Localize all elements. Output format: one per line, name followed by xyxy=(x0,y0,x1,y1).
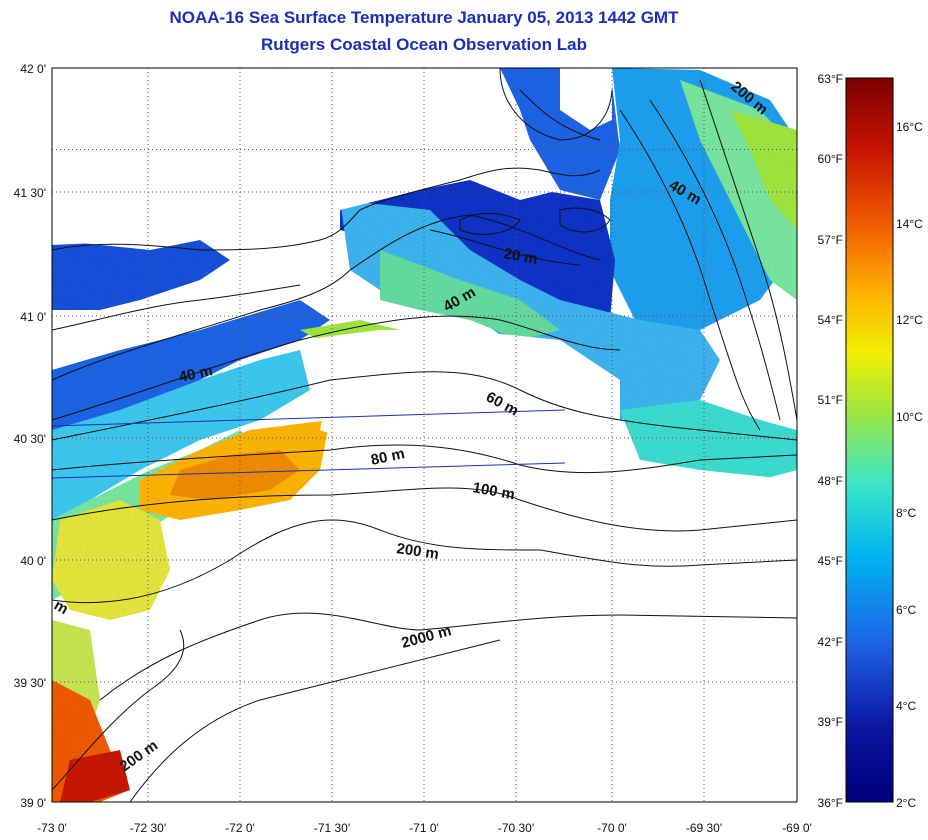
lat-label-40-30: 40 30' xyxy=(14,432,46,446)
cbar-f-57: 57°F xyxy=(818,233,843,247)
lon-label-71-30: -71 30' xyxy=(314,821,350,835)
colorbar-celsius-labels: 16°C 14°C 12°C 10°C 8°C 6°C 4°C 2°C xyxy=(896,120,923,810)
colorbar xyxy=(845,77,894,803)
contour-label-80m: 80 m xyxy=(369,445,406,469)
contour-label-200m-a: 200 m xyxy=(395,540,439,563)
cbar-f-54: 54°F xyxy=(818,313,843,327)
lon-label-69-30: -69 30' xyxy=(686,821,722,835)
latitude-axis: 42 0' 41 30' 41 0' 40 30' 40 0' 39 30' 3… xyxy=(14,62,46,810)
cbar-c-8: 8°C xyxy=(896,506,916,520)
lat-label-39: 39 0' xyxy=(20,796,46,810)
lon-label-72: -72 0' xyxy=(225,821,255,835)
contour-label-40m-b: 40 m xyxy=(177,362,214,386)
cbar-f-48: 48°F xyxy=(818,474,843,488)
cbar-f-39: 39°F xyxy=(818,715,843,729)
cbar-f-51: 51°F xyxy=(818,393,843,407)
plot-border xyxy=(51,67,798,803)
cbar-c-6: 6°C xyxy=(896,603,916,617)
lon-label-72-30: -72 30' xyxy=(130,821,166,835)
lon-label-73: -73 0' xyxy=(37,821,67,835)
no-data-mask xyxy=(52,68,797,802)
cbar-f-36: 36°F xyxy=(818,796,843,810)
lon-label-69: -69 0' xyxy=(782,821,812,835)
cbar-c-10: 10°C xyxy=(896,410,923,424)
lat-label-41-30: 41 30' xyxy=(14,186,46,200)
cbar-c-16: 16°C xyxy=(896,120,923,134)
transect-lines xyxy=(51,409,566,479)
cbar-c-12: 12°C xyxy=(896,313,923,327)
bathymetry-contours xyxy=(52,68,797,802)
lat-label-41: 41 0' xyxy=(20,310,46,324)
lon-label-70-30: -70 30' xyxy=(498,821,534,835)
contour-label-20m: 20 m xyxy=(502,245,539,268)
cbar-c-14: 14°C xyxy=(896,217,923,231)
lon-label-70: -70 0' xyxy=(597,821,627,835)
map-subtitle: Rutgers Coastal Ocean Observation Lab xyxy=(261,35,587,54)
lon-label-71: -71 0' xyxy=(409,821,439,835)
cbar-f-60: 60°F xyxy=(818,152,843,166)
map-title: NOAA-16 Sea Surface Temperature January … xyxy=(169,8,679,27)
cbar-c-2: 2°C xyxy=(896,796,916,810)
cbar-c-4: 4°C xyxy=(896,699,916,713)
lat-label-39-30: 39 30' xyxy=(14,676,46,690)
longitude-axis: -73 0' -72 30' -72 0' -71 30' -71 0' -70… xyxy=(37,821,812,835)
cbar-f-45: 45°F xyxy=(818,554,843,568)
cbar-f-42: 42°F xyxy=(818,635,843,649)
lat-label-42: 42 0' xyxy=(20,62,46,76)
cbar-f-63: 63°F xyxy=(818,72,843,86)
lat-label-40: 40 0' xyxy=(20,554,46,568)
graticule xyxy=(52,68,797,802)
colorbar-fahrenheit-labels: 63°F 60°F 57°F 54°F 51°F 48°F 45°F 42°F … xyxy=(818,72,843,810)
